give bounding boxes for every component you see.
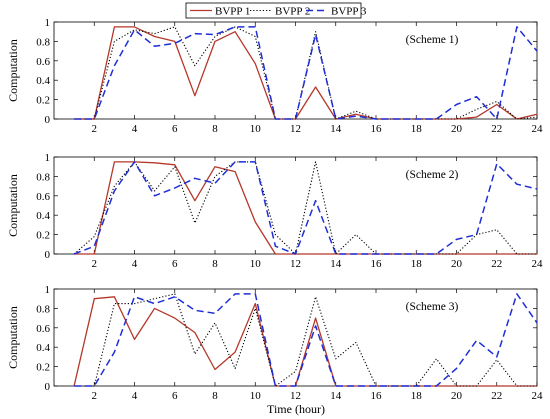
x-tick-label: 8 (212, 390, 218, 402)
x-tick-label: 18 (411, 390, 423, 402)
y-tick-label: 0.2 (36, 230, 50, 242)
x-tick-label: 10 (250, 390, 262, 402)
series-line-bvpp-2 (74, 26, 538, 120)
y-tick-label: 1 (45, 284, 51, 296)
series-line-bvpp-3 (74, 293, 538, 387)
legend: BVPP 1 BVPP 2 BVPP 3 (185, 2, 367, 19)
x-tick-label: 6 (172, 390, 178, 402)
y-tick-label: 0.4 (36, 342, 50, 354)
scheme-annotation: (Scheme 1) (406, 34, 459, 46)
plot-frame (53, 288, 538, 387)
x-tick-label: 14 (330, 258, 342, 270)
x-tick-label: 2 (92, 390, 98, 402)
x-tick-label: 8 (212, 123, 218, 135)
x-tick-label: 22 (491, 123, 502, 135)
plot-frame (53, 21, 538, 120)
y-axis-title: Computation (6, 306, 20, 369)
x-axis-title: Time (hour) (267, 402, 325, 416)
legend-label-1: BVPP 1 (215, 6, 250, 18)
x-tick-label: 10 (250, 123, 262, 135)
x-tick-label: 4 (132, 258, 138, 270)
scheme-annotation: (Scheme 3) (406, 301, 459, 313)
y-tick-label: 1 (45, 17, 51, 29)
x-tick-label: 18 (411, 123, 423, 135)
y-axis-title: Computation (6, 174, 20, 237)
x-tick-label: 22 (491, 390, 502, 402)
x-tick-label: 20 (451, 258, 463, 270)
x-tick-label: 2 (92, 258, 98, 270)
y-tick-label: 0.6 (36, 323, 50, 335)
panel-3: 00.20.40.60.812 4 6 8 10 12 14 16 18 20 22 24Comput… (6, 284, 543, 402)
series-line-bvpp-1 (74, 26, 538, 120)
y-tick-label: 0.8 (36, 171, 50, 183)
x-tick-label: 10 (250, 258, 262, 270)
y-tick-label: 0.2 (36, 362, 50, 374)
x-tick-label: 16 (371, 258, 383, 270)
series-line-bvpp-2 (74, 293, 537, 387)
series-line-bvpp-1 (74, 161, 537, 255)
legend-label-2: BVPP 2 (275, 6, 310, 18)
x-tick-label: 14 (330, 390, 342, 402)
x-tick-label: 24 (532, 258, 544, 270)
x-tick-label: 12 (290, 123, 301, 135)
y-tick-label: 0.6 (36, 56, 50, 68)
x-tick-label: 16 (371, 123, 383, 135)
x-tick-label: 22 (491, 258, 502, 270)
legend-label-3: BVPP 3 (331, 6, 367, 18)
x-tick-label: 20 (451, 390, 463, 402)
y-tick-label: 0.4 (36, 210, 50, 222)
x-tick-label: 16 (371, 390, 383, 402)
chart-panels: 00.20.40.60.812 4 6 8 10 12 14 16 18 20 22 24Comput… (6, 17, 543, 402)
x-tick-label: 6 (172, 258, 178, 270)
series-line-bvpp-1 (73, 296, 537, 387)
x-tick-label: 20 (451, 123, 463, 135)
panel-2: 00.20.40.60.812 4 6 8 10 12 14 16 18 20 22 24Comput… (6, 152, 543, 270)
y-tick-label: 0 (45, 114, 51, 126)
y-tick-label: 0 (45, 381, 51, 393)
y-tick-label: 1 (45, 152, 51, 164)
x-tick-label: 24 (532, 390, 544, 402)
y-tick-label: 0 (45, 249, 51, 261)
x-tick-label: 12 (290, 258, 301, 270)
x-tick-label: 8 (212, 258, 218, 270)
x-tick-label: 4 (132, 123, 138, 135)
x-tick-label: 14 (330, 123, 342, 135)
panel-1: 00.20.40.60.812 4 6 8 10 12 14 16 18 20 22 24Comput… (6, 17, 543, 135)
series-line-bvpp-3 (73, 161, 538, 255)
x-tick-label: 24 (532, 123, 544, 135)
y-tick-label: 0.4 (36, 75, 50, 87)
series-line-bvpp-2 (73, 161, 537, 255)
y-tick-label: 0.2 (36, 95, 50, 107)
x-tick-label: 4 (132, 390, 138, 402)
x-tick-label: 18 (411, 258, 423, 270)
y-axis-title: Computation (6, 39, 20, 102)
x-tick-label: 2 (92, 123, 98, 135)
legend-box (185, 2, 362, 19)
scheme-annotation: (Scheme 2) (406, 169, 459, 181)
y-tick-label: 0.6 (36, 191, 50, 203)
y-tick-label: 0.8 (36, 36, 50, 48)
series-line-bvpp-3 (74, 26, 538, 120)
x-tick-label: 6 (172, 123, 178, 135)
y-tick-label: 0.8 (36, 303, 50, 315)
x-tick-label: 12 (290, 390, 301, 402)
